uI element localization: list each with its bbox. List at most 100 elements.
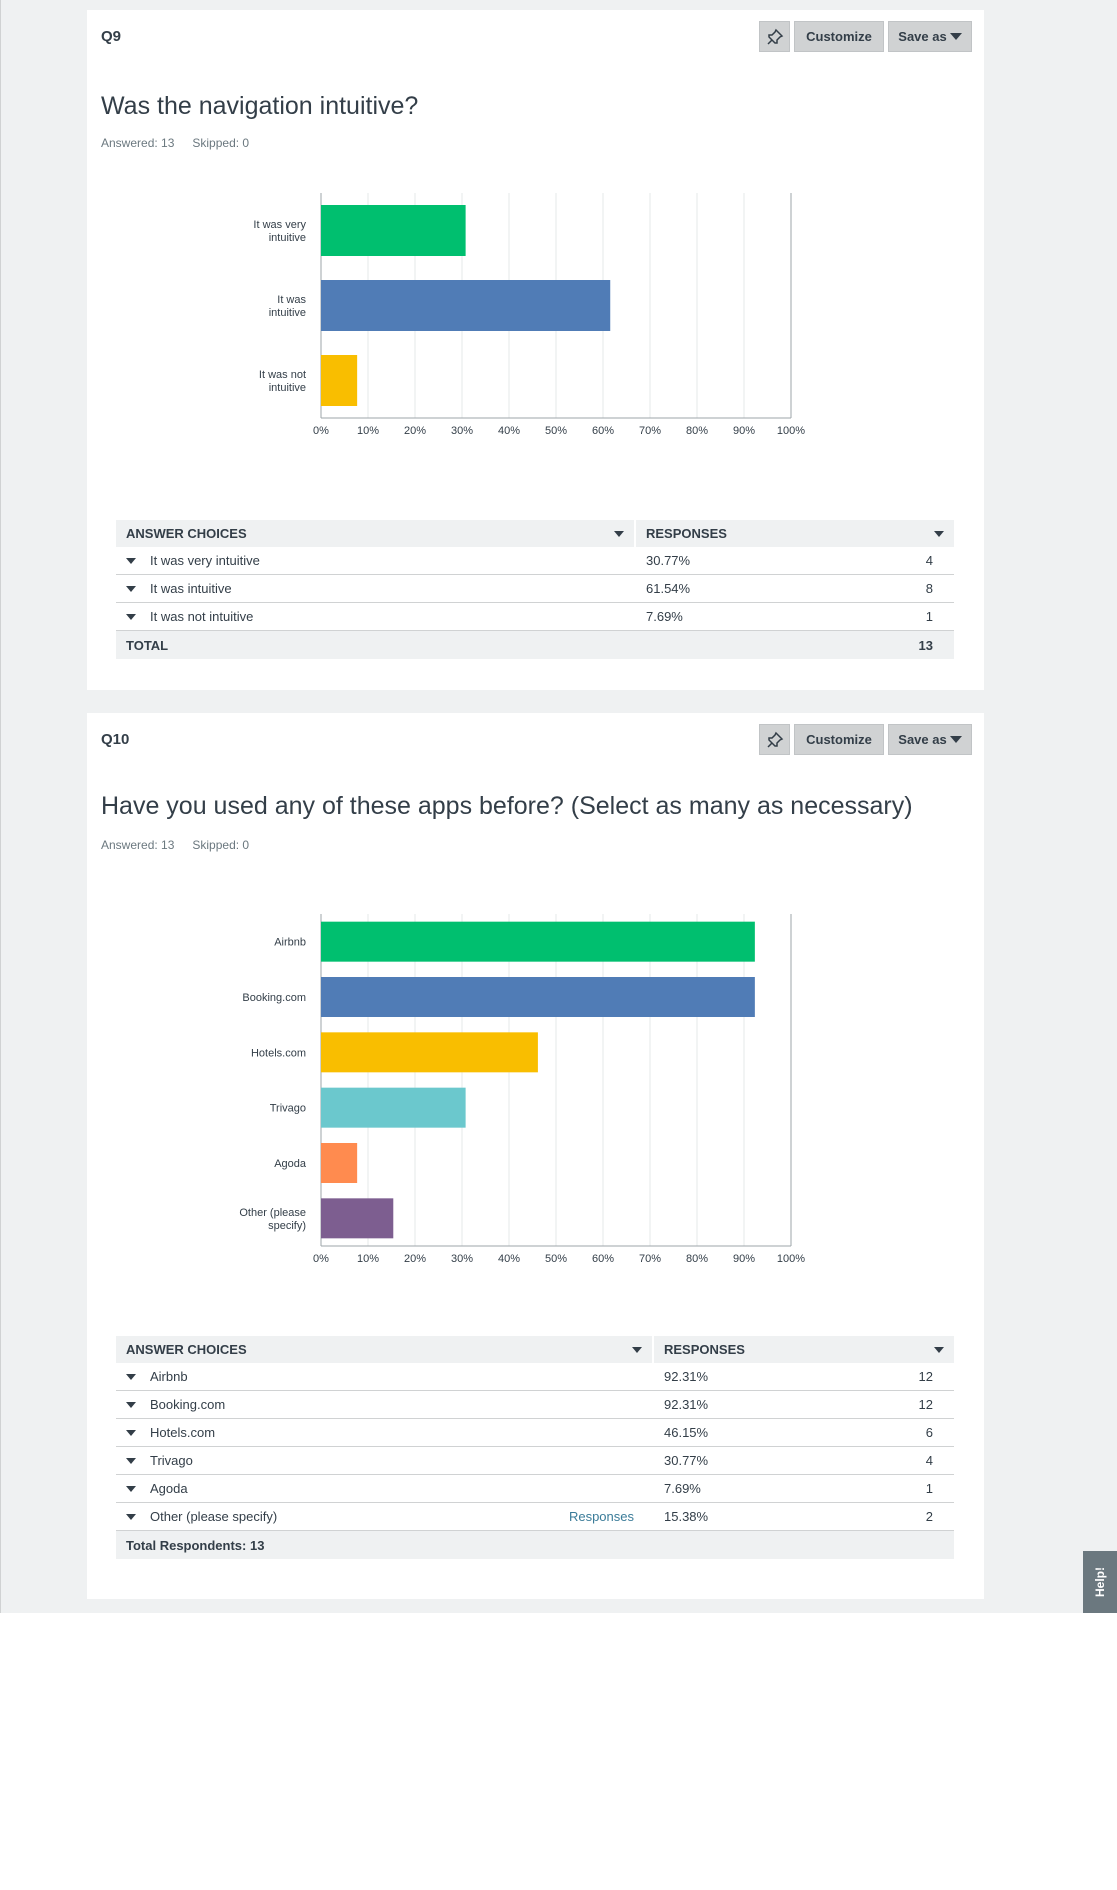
response-percent: 7.69% (646, 609, 683, 624)
bar[interactable] (321, 280, 611, 331)
answer-choice-label: Agoda (150, 1481, 188, 1496)
table-header: ANSWER CHOICES RESPONSES (116, 520, 954, 547)
bar-chart-q9: 0% 10% 20% 30% 40% 50% 60% 70% 80% 90% 100% It was … (253, 193, 805, 437)
col-answer-choices-label: ANSWER CHOICES (126, 526, 247, 541)
table-row: Agoda 7.69% 1 (116, 1475, 954, 1503)
response-count: 1 (925, 609, 933, 624)
answer-choice-label: Airbnb (150, 1369, 188, 1384)
bar[interactable] (321, 205, 466, 256)
response-percent: 30.77% (664, 1453, 709, 1468)
save-as-label: Save as (898, 732, 947, 747)
chevron-down-icon (949, 33, 962, 40)
response-count: 12 (918, 1397, 933, 1412)
response-count: 2 (925, 1509, 933, 1524)
bar[interactable] (321, 977, 755, 1017)
y-tick-label: Airbnb (274, 937, 306, 949)
answer-choice-label: Other (please specify) (150, 1509, 278, 1524)
answer-choice-cell: It was not intuitive (116, 609, 636, 624)
total-respondents-label: Total Respondents: 13 (126, 1537, 265, 1553)
response-count: 1 (925, 1481, 933, 1496)
bar[interactable] (321, 355, 358, 406)
chevron-down-icon[interactable] (126, 1485, 136, 1492)
save-as-button[interactable]: Save as (888, 21, 972, 52)
x-tick-label: 70% (639, 1253, 661, 1265)
bar-chart-q10: 0% 10% 20% 30% 40% 50% 60% 70% 80% 90% 100% Airbnb B… (239, 914, 805, 1265)
skipped-count: Skipped: 0 (192, 136, 250, 150)
question-title: Have you used any of these apps before? … (101, 792, 913, 820)
customize-button[interactable]: Customize (794, 724, 884, 755)
table-row: It was very intuitive 30.77% 4 (116, 547, 954, 575)
x-tick-label: 90% (733, 425, 755, 437)
question-card-q9: Q9 Customize Save as Was the navigation … (87, 10, 984, 690)
responses-link[interactable]: Responses (568, 1509, 634, 1524)
question-card-q10: Q10 Customize Save as Have you used any … (87, 713, 984, 1599)
pin-icon (766, 28, 783, 45)
answer-choice-label: It was not intuitive (150, 609, 254, 624)
response-table: ANSWER CHOICES RESPONSES It was very int… (116, 520, 954, 659)
bar[interactable] (321, 1198, 394, 1239)
x-tick-label: 70% (639, 425, 661, 437)
chevron-down-icon[interactable] (126, 1373, 136, 1380)
answered-count: Answered: 13 (101, 838, 175, 852)
chevron-down-icon[interactable] (126, 585, 136, 592)
x-tick-label: 0% (313, 425, 329, 437)
bar[interactable] (321, 1032, 538, 1073)
y-tick-label: Hotels.com (251, 1047, 306, 1059)
col-responses-label: RESPONSES (664, 1342, 745, 1357)
y-tick-label: Other (please specify) (239, 1207, 306, 1232)
response-count: 4 (925, 553, 933, 568)
save-as-label: Save as (898, 29, 947, 44)
response-percent: 92.31% (664, 1369, 709, 1384)
x-tick-label: 60% (592, 425, 614, 437)
question-toolbar: Customize Save as (759, 724, 972, 755)
col-answer-choices[interactable]: ANSWER CHOICES (116, 520, 636, 547)
help-button[interactable]: Help! (1083, 1551, 1117, 1613)
chevron-down-icon (614, 530, 624, 537)
table-row: Booking.com 92.31% 12 (116, 1391, 954, 1419)
x-tick-label: 0% (313, 1253, 329, 1265)
x-tick-label: 50% (545, 1253, 567, 1265)
col-answer-choices-label: ANSWER CHOICES (126, 1342, 247, 1357)
chevron-down-icon[interactable] (126, 1513, 136, 1520)
chevron-down-icon[interactable] (126, 613, 136, 620)
col-answer-choices[interactable]: ANSWER CHOICES (116, 1336, 654, 1363)
chevron-down-icon (632, 1346, 642, 1353)
x-tick-label: 90% (733, 1253, 755, 1265)
table-footer: TOTAL 13 (116, 631, 954, 659)
bar[interactable] (321, 1143, 358, 1183)
answer-choice-label: It was very intuitive (150, 553, 260, 568)
answer-choice-cell: It was very intuitive (116, 553, 636, 568)
chevron-down-icon (949, 736, 962, 743)
col-responses[interactable]: RESPONSES (654, 1336, 954, 1363)
x-tick-label: 80% (686, 425, 708, 437)
question-meta: Answered: 13 Skipped: 0 (101, 838, 267, 852)
answer-choice-label: Booking.com (150, 1397, 226, 1412)
chevron-down-icon[interactable] (126, 557, 136, 564)
bar[interactable] (321, 1087, 466, 1128)
response-count: 8 (925, 581, 933, 596)
answer-choice-cell: Agoda (116, 1481, 654, 1496)
question-title: Was the navigation intuitive? (101, 92, 419, 120)
y-tick-label: Trivago (270, 1103, 306, 1115)
question-number: Q10 (101, 731, 130, 748)
bar[interactable] (321, 921, 755, 962)
answer-choice-cell: Booking.com (116, 1397, 654, 1412)
chevron-down-icon[interactable] (126, 1457, 136, 1464)
save-as-button[interactable]: Save as (888, 724, 972, 755)
chevron-down-icon[interactable] (126, 1429, 136, 1436)
x-tick-label: 20% (404, 425, 426, 437)
total-value: 13 (918, 637, 933, 653)
response-percent: 7.69% (664, 1481, 701, 1496)
table-header: ANSWER CHOICES RESPONSES (116, 1336, 954, 1363)
total-label: TOTAL (126, 637, 169, 653)
answer-choice-cell: Trivago (116, 1453, 654, 1468)
customize-button[interactable]: Customize (794, 21, 884, 52)
response-table: ANSWER CHOICES RESPONSES Airbnb 92.31% 12 B… (116, 1336, 954, 1559)
chevron-down-icon[interactable] (126, 1401, 136, 1408)
col-responses[interactable]: RESPONSES (636, 520, 954, 547)
pin-button[interactable] (759, 724, 790, 755)
answer-choice-cell: Airbnb (116, 1369, 654, 1384)
pin-button[interactable] (759, 21, 790, 52)
response-count: 12 (918, 1369, 933, 1384)
y-tick-label: It was not intuitive (259, 369, 306, 394)
